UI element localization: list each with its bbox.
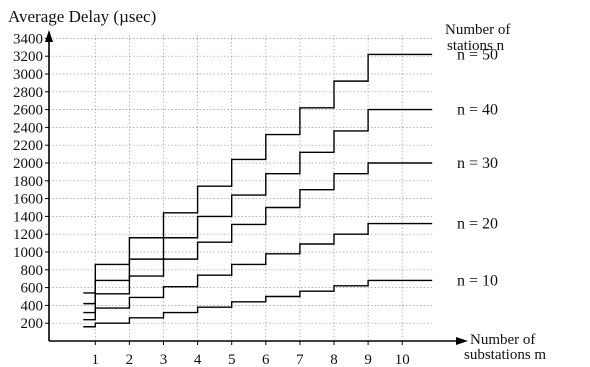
x-tick-label: 6	[262, 352, 270, 367]
y-tick-label: 2800	[13, 85, 43, 101]
x-tick-label: 4	[194, 352, 202, 367]
legend-title-line1: Number of	[445, 22, 510, 38]
y-tick-label: 1800	[13, 174, 43, 190]
series-lines	[83, 53, 433, 328]
series-line-n30	[83, 162, 433, 314]
x-axis-arrow	[456, 337, 468, 345]
series-label: n = 10	[457, 272, 498, 289]
y-tick-label: 3000	[13, 67, 43, 83]
y-axis-arrow	[45, 30, 53, 42]
series-line-n10	[83, 279, 433, 328]
y-tick-label: 1000	[13, 245, 43, 261]
grid	[49, 33, 433, 341]
series-label: n = 20	[457, 216, 498, 233]
x-tick-label: 7	[296, 352, 304, 367]
series-label: n = 30	[457, 155, 498, 172]
series-line-n50	[83, 53, 433, 294]
x-tick-label: 1	[92, 352, 100, 367]
x-tick-label: 2	[126, 352, 134, 367]
x-tick-label: 5	[228, 352, 236, 367]
y-tick-label: 400	[21, 298, 44, 314]
y-tick-label: 3200	[13, 49, 43, 65]
y-tick-label: 1600	[13, 192, 43, 208]
x-tick-label: 9	[364, 352, 372, 367]
series-label: n = 50	[457, 46, 498, 63]
axes	[45, 30, 468, 345]
x-axis-label-line2: substations m	[464, 347, 546, 363]
y-tick-label: 2000	[13, 156, 43, 172]
y-tick-label: 3400	[13, 31, 43, 47]
series-label: n = 40	[457, 102, 498, 119]
y-tick-label: 1400	[13, 209, 43, 225]
y-tick-label: 2200	[13, 138, 43, 154]
x-tick-label: 3	[160, 352, 168, 367]
x-axis-label-line1: Number of	[470, 332, 535, 348]
y-tick-label: 2400	[13, 120, 43, 136]
series-line-n40	[83, 108, 433, 305]
y-tick-label: 800	[21, 263, 44, 279]
y-tick-label: 1200	[13, 227, 43, 243]
y-tick-label: 600	[21, 281, 44, 297]
y-tick-label: 2600	[13, 103, 43, 119]
y-axis-label: Average Delay (µsec)	[8, 7, 156, 26]
legend-title-line2: stations n	[447, 38, 505, 54]
y-tick-label: 200	[21, 316, 44, 332]
x-tick-label: 8	[330, 352, 338, 367]
x-tick-label: 10	[395, 352, 410, 367]
series-line-n20	[83, 222, 433, 321]
